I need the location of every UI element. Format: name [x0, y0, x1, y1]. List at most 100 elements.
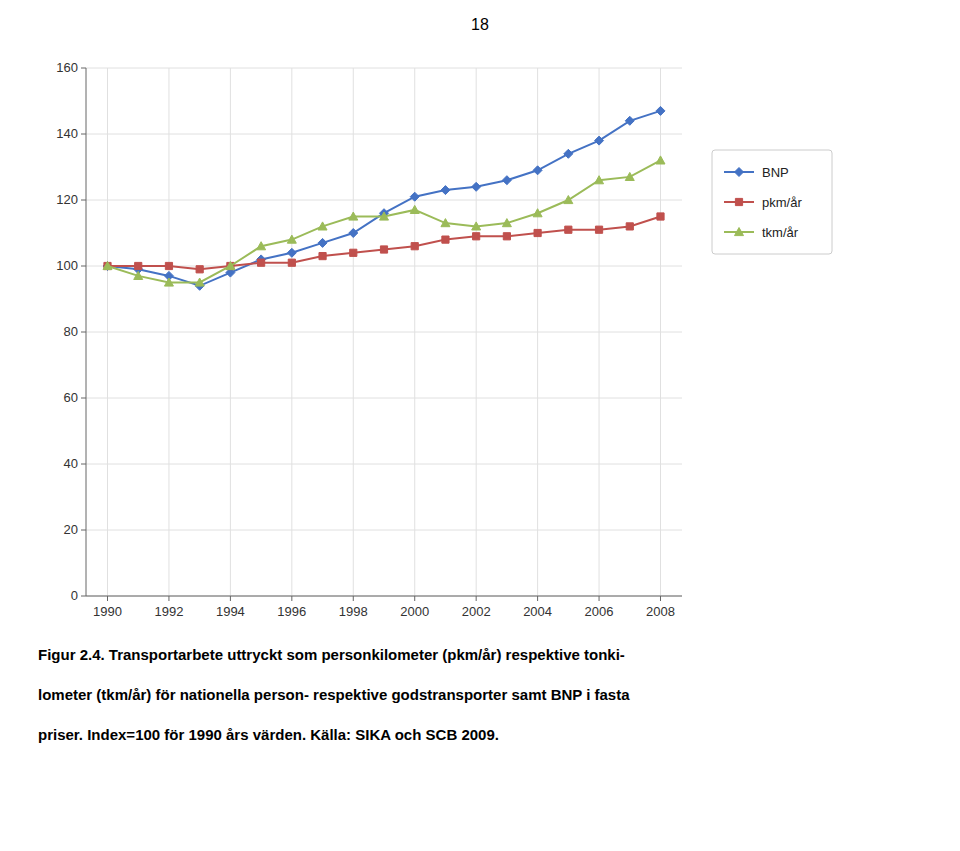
grid-line-y: [86, 332, 682, 333]
point: [441, 186, 450, 195]
point: [319, 253, 326, 260]
point: [318, 222, 327, 230]
grid-line-y: [86, 200, 682, 201]
point: [595, 176, 604, 184]
point: [287, 235, 296, 243]
x-tick-label: 1994: [216, 604, 245, 619]
legend-marker: [735, 198, 742, 205]
point: [472, 222, 481, 230]
x-tick-label: 1992: [154, 604, 183, 619]
axes: 0 20 40 60 80 100 120 140 160 1990 1992 1994 1996 199…: [56, 60, 682, 619]
point: [288, 259, 295, 266]
grid-line-x: [107, 68, 108, 596]
x-tick-label: 2002: [462, 604, 491, 619]
x-tick: [168, 596, 169, 601]
y-tick-label: 160: [56, 60, 78, 75]
point: [657, 213, 664, 220]
point: [318, 238, 327, 247]
x-tick-label: 2008: [646, 604, 675, 619]
series-line: [108, 217, 661, 270]
x-tick-label: 2006: [585, 604, 614, 619]
grid-line-y: [86, 464, 682, 465]
y-tick: [81, 398, 86, 399]
point: [533, 166, 542, 175]
caption: lometer (tkm/år) för nationella person- …: [38, 686, 630, 703]
x-tick: [353, 596, 354, 601]
point: [195, 278, 204, 286]
x-tick: [291, 596, 292, 601]
point: [410, 205, 419, 213]
series-line: [108, 160, 661, 282]
point: [350, 249, 357, 256]
x-tick-label: 2004: [523, 604, 552, 619]
plot: [103, 106, 665, 290]
page-number: 18: [471, 16, 489, 33]
grid-line-x: [537, 68, 538, 596]
point: [595, 226, 602, 233]
point: [502, 219, 511, 227]
point: [134, 271, 143, 279]
grid-line-x: [660, 68, 661, 596]
grid-line-x: [230, 68, 231, 596]
x-tick: [414, 596, 415, 601]
point: [103, 262, 112, 270]
x-tick: [537, 596, 538, 601]
point: [226, 262, 235, 270]
x-tick: [476, 596, 477, 601]
caption: Figur 2.4. Transportarbete uttryckt som …: [38, 646, 625, 663]
point: [164, 278, 173, 286]
grid-line-y: [86, 134, 682, 135]
point: [287, 248, 296, 257]
legend-marker: [735, 168, 744, 177]
y-tick-label: 120: [56, 192, 78, 207]
x-tick: [107, 596, 108, 601]
point: [472, 182, 481, 191]
series-line: [108, 111, 661, 286]
grid-line-y: [86, 68, 682, 69]
point: [502, 176, 511, 185]
y-tick: [81, 596, 86, 597]
point: [380, 246, 387, 253]
x-tick-label: 2000: [400, 604, 429, 619]
point: [257, 242, 266, 250]
y-tick-label: 140: [56, 126, 78, 141]
legend-marker: [735, 228, 744, 236]
point: [411, 243, 418, 250]
point: [656, 106, 665, 115]
x-tick-label: 1990: [93, 604, 122, 619]
y-tick: [81, 200, 86, 201]
point: [349, 212, 358, 220]
grid-line-x: [353, 68, 354, 596]
point: [564, 149, 573, 158]
point: [625, 116, 634, 125]
y-tick-label: 40: [64, 456, 78, 471]
y-tick-label: 20: [64, 522, 78, 537]
grid-line-y: [86, 596, 682, 597]
point: [441, 219, 450, 227]
grid-line-x: [414, 68, 415, 596]
point: [533, 209, 542, 217]
x-tick: [660, 596, 661, 601]
point: [626, 223, 633, 230]
point: [104, 262, 111, 269]
y-tick: [81, 530, 86, 531]
x-axis-line: [86, 596, 682, 597]
point: [473, 233, 480, 240]
point: [625, 172, 634, 180]
y-tick-label: 60: [64, 390, 78, 405]
grid-line-x: [476, 68, 477, 596]
caption: priser. Index=100 för 1990 års värden. K…: [38, 726, 499, 743]
x-tick-label: 1996: [277, 604, 306, 619]
legend-label: pkm/år: [762, 195, 802, 210]
grid-line-y: [86, 398, 682, 399]
x-tick-label: 1998: [339, 604, 368, 619]
legend: BNPpkm/årtkm/år: [712, 150, 832, 254]
point: [595, 136, 604, 145]
legend-label: tkm/år: [762, 225, 799, 240]
point: [196, 266, 203, 273]
point: [258, 259, 265, 266]
y-tick-label: 100: [56, 258, 78, 273]
y-tick-label: 80: [64, 324, 78, 339]
y-tick-label: 0: [71, 588, 78, 603]
x-tick: [599, 596, 600, 601]
